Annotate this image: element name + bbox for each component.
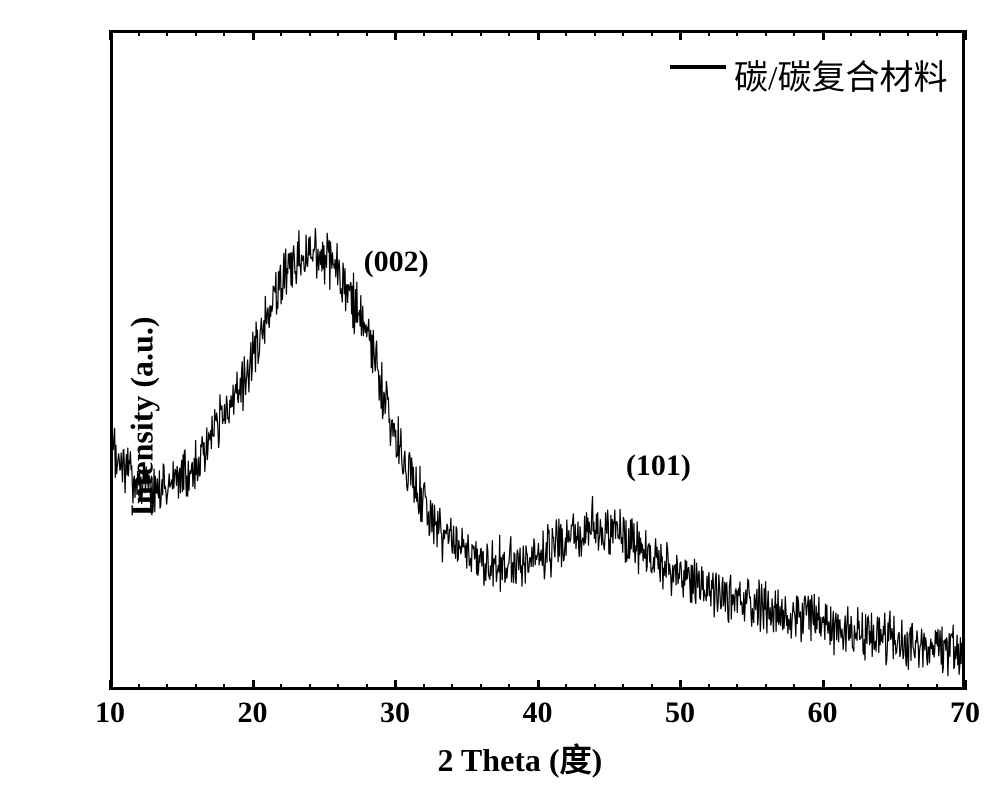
x-tick-major (964, 30, 967, 40)
x-tick-minor (280, 30, 282, 36)
x-tick-minor (850, 30, 852, 36)
xrd-series-path (110, 228, 965, 676)
x-tick-minor (879, 30, 881, 36)
x-tick-minor (309, 30, 311, 36)
x-tick-major (252, 680, 255, 690)
x-tick-major (822, 680, 825, 690)
x-tick-label: 50 (665, 696, 695, 730)
x-tick-minor (309, 684, 311, 690)
x-tick-major (394, 30, 397, 40)
x-tick-major (252, 30, 255, 40)
x-tick-minor (480, 30, 482, 36)
x-tick-minor (166, 30, 168, 36)
x-tick-minor (337, 684, 339, 690)
x-tick-minor (708, 684, 710, 690)
x-tick-minor (907, 30, 909, 36)
x-tick-major (109, 680, 112, 690)
x-tick-minor (879, 684, 881, 690)
x-tick-minor (138, 684, 140, 690)
x-tick-label: 40 (523, 696, 553, 730)
x-tick-minor (223, 30, 225, 36)
x-tick-major (822, 30, 825, 40)
xrd-data-line (0, 0, 1000, 794)
x-tick-major (109, 30, 112, 40)
x-tick-minor (765, 30, 767, 36)
x-tick-minor (451, 684, 453, 690)
x-tick-major (964, 680, 967, 690)
x-tick-minor (423, 30, 425, 36)
x-tick-minor (480, 684, 482, 690)
x-tick-label: 60 (808, 696, 838, 730)
x-tick-label: 10 (95, 696, 125, 730)
x-tick-minor (195, 30, 197, 36)
x-tick-minor (736, 30, 738, 36)
x-tick-minor (166, 684, 168, 690)
x-tick-minor (651, 30, 653, 36)
x-tick-minor (907, 684, 909, 690)
x-tick-minor (565, 684, 567, 690)
x-tick-minor (622, 30, 624, 36)
x-tick-minor (765, 684, 767, 690)
x-tick-minor (936, 684, 938, 690)
x-tick-major (679, 680, 682, 690)
xrd-chart: Intensity (a.u.) 2 Theta (度) 碳/碳复合材料 (00… (0, 0, 1000, 794)
x-tick-minor (223, 684, 225, 690)
x-tick-minor (622, 684, 624, 690)
x-tick-minor (195, 684, 197, 690)
x-tick-minor (280, 684, 282, 690)
x-tick-minor (423, 684, 425, 690)
x-tick-minor (451, 30, 453, 36)
x-tick-minor (793, 684, 795, 690)
x-tick-minor (936, 30, 938, 36)
x-tick-label: 20 (238, 696, 268, 730)
x-tick-minor (508, 684, 510, 690)
x-tick-major (537, 680, 540, 690)
x-tick-minor (850, 684, 852, 690)
x-tick-major (537, 30, 540, 40)
x-tick-minor (366, 684, 368, 690)
x-tick-minor (565, 30, 567, 36)
x-tick-minor (594, 30, 596, 36)
x-tick-minor (366, 30, 368, 36)
x-tick-minor (337, 30, 339, 36)
x-tick-minor (594, 684, 596, 690)
x-tick-major (394, 680, 397, 690)
x-tick-minor (138, 30, 140, 36)
x-tick-minor (793, 30, 795, 36)
x-tick-minor (708, 30, 710, 36)
x-tick-minor (736, 684, 738, 690)
x-tick-minor (651, 684, 653, 690)
x-tick-label: 70 (950, 696, 980, 730)
x-tick-label: 30 (380, 696, 410, 730)
x-tick-major (679, 30, 682, 40)
x-tick-minor (508, 30, 510, 36)
